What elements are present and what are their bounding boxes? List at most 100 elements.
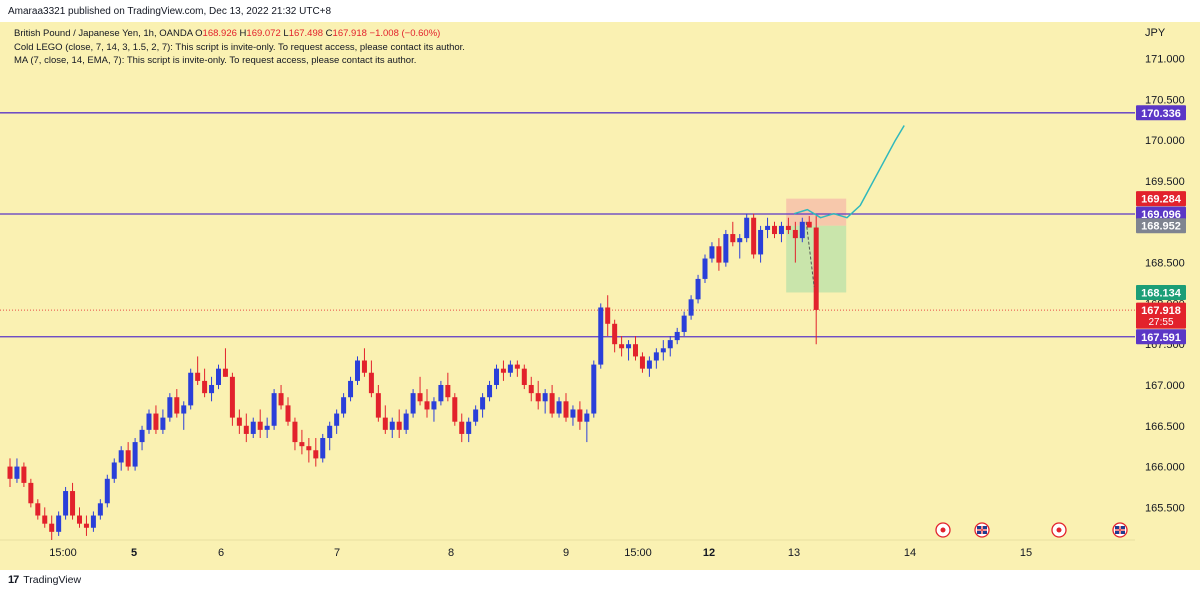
candle-body [250, 421, 256, 434]
candle-body [723, 234, 729, 263]
price-label: 170.336 [1141, 108, 1181, 120]
candle-body [792, 229, 798, 239]
price-label: 167.918 [1141, 305, 1181, 317]
candle-body [744, 217, 750, 239]
candle-body [716, 246, 722, 263]
price-label: 167.591 [1141, 332, 1181, 344]
event-target-icon [1056, 527, 1062, 533]
candle-body [480, 397, 486, 410]
x-tick-label: 15:00 [624, 547, 652, 559]
candle-body [556, 401, 562, 414]
y-tick-label: 166.000 [1145, 462, 1185, 474]
candle-body [702, 258, 708, 279]
chart-area[interactable]: 165.500166.000166.500167.000167.500168.0… [0, 22, 1200, 570]
currency-label: JPY [1145, 27, 1166, 39]
candle-body [285, 405, 291, 422]
candle-body [209, 384, 215, 394]
candle-body [639, 356, 645, 369]
candle-body [70, 491, 76, 516]
candle-body [667, 340, 673, 349]
candle-body [570, 409, 576, 418]
candle-body [535, 393, 541, 402]
candle-body [431, 401, 437, 410]
candle-body [49, 523, 55, 532]
candle-body [758, 229, 764, 255]
candle-body [563, 401, 569, 418]
candle-body [584, 413, 590, 422]
y-tick-label: 166.500 [1145, 421, 1185, 433]
price-label-box [1136, 218, 1186, 234]
publish-info: Amaraa3321 published on TradingView.com,… [8, 6, 332, 17]
price-label-box [1136, 105, 1186, 121]
candle-body [243, 425, 249, 434]
y-tick-label: 167.000 [1145, 380, 1185, 392]
low-value: 167.498 [288, 28, 324, 39]
candle-body [327, 425, 333, 439]
x-tick-label: 15 [1020, 547, 1032, 559]
candle-body [646, 360, 652, 369]
close-label: C [325, 28, 333, 39]
x-tick-label: 7 [334, 547, 340, 559]
candle-body [77, 515, 82, 524]
candle-body [459, 421, 465, 434]
x-tick-label: 6 [218, 547, 224, 559]
candle-body [202, 380, 208, 394]
candle-body [361, 360, 367, 373]
price-label: 169.284 [1141, 194, 1182, 206]
candle-body [445, 384, 451, 398]
candle-body [785, 225, 791, 230]
candle-body [507, 364, 513, 373]
y-tick-label: 169.500 [1145, 176, 1185, 188]
candle-body [292, 421, 298, 443]
candle-body [125, 450, 131, 467]
footer: 17 TradingView [8, 572, 81, 588]
price-label: 169.096 [1141, 209, 1181, 221]
candle-body [21, 466, 27, 483]
candle-body [737, 238, 743, 243]
indicator-cold-lego: Cold LEGO (close, 7, 14, 3, 1.5, 2, 7): … [14, 41, 465, 53]
price-label-box [1136, 206, 1186, 222]
candle-body [216, 368, 221, 385]
candle-body [709, 246, 715, 259]
candle-body [188, 372, 194, 406]
y-tick-label: 165.500 [1145, 502, 1185, 514]
symbol-line: British Pound / Japanese Yen, 1h, OANDA … [14, 27, 465, 41]
candle-body [299, 442, 305, 447]
candle-body [160, 417, 166, 430]
candle-body [591, 364, 597, 414]
candle-body [619, 344, 625, 349]
candle-body [494, 368, 499, 385]
candle-body [368, 372, 374, 394]
y-tick-label: 170.000 [1145, 135, 1185, 147]
candle-body [806, 221, 812, 228]
candle-body [348, 380, 354, 398]
open-value: 168.926 [202, 28, 237, 39]
candle-body [765, 225, 771, 230]
high-label: H [239, 28, 247, 39]
price-chart[interactable]: 165.500166.000166.500167.000167.500168.0… [0, 22, 1200, 570]
chart-legend: British Pound / Japanese Yen, 1h, OANDA … [14, 27, 465, 68]
candle-body [487, 384, 493, 398]
candle-body [174, 397, 180, 414]
candle-body [626, 344, 632, 349]
open-label: O [195, 28, 203, 39]
candle-body [35, 503, 41, 516]
projected-move-line [805, 221, 815, 288]
tradingview-brand: TradingView [23, 574, 82, 586]
candle-body [695, 278, 701, 300]
candle-body [222, 368, 228, 377]
candle-body [355, 360, 360, 381]
y-tick-label: 170.500 [1145, 94, 1185, 106]
candle-body [257, 421, 263, 430]
candle-body [681, 315, 687, 332]
x-tick-label: 13 [788, 547, 800, 559]
countdown-label: 27:55 [1148, 317, 1173, 328]
candle-body [514, 364, 520, 369]
candle-body [334, 413, 340, 426]
close-value: 167.918 [332, 28, 367, 39]
candle-body [521, 368, 527, 385]
symbol-name: British Pound / Japanese Yen, 1h, OANDA [14, 28, 193, 39]
candle-body [118, 450, 124, 463]
candle-body [28, 482, 34, 504]
candle-body [438, 384, 444, 402]
